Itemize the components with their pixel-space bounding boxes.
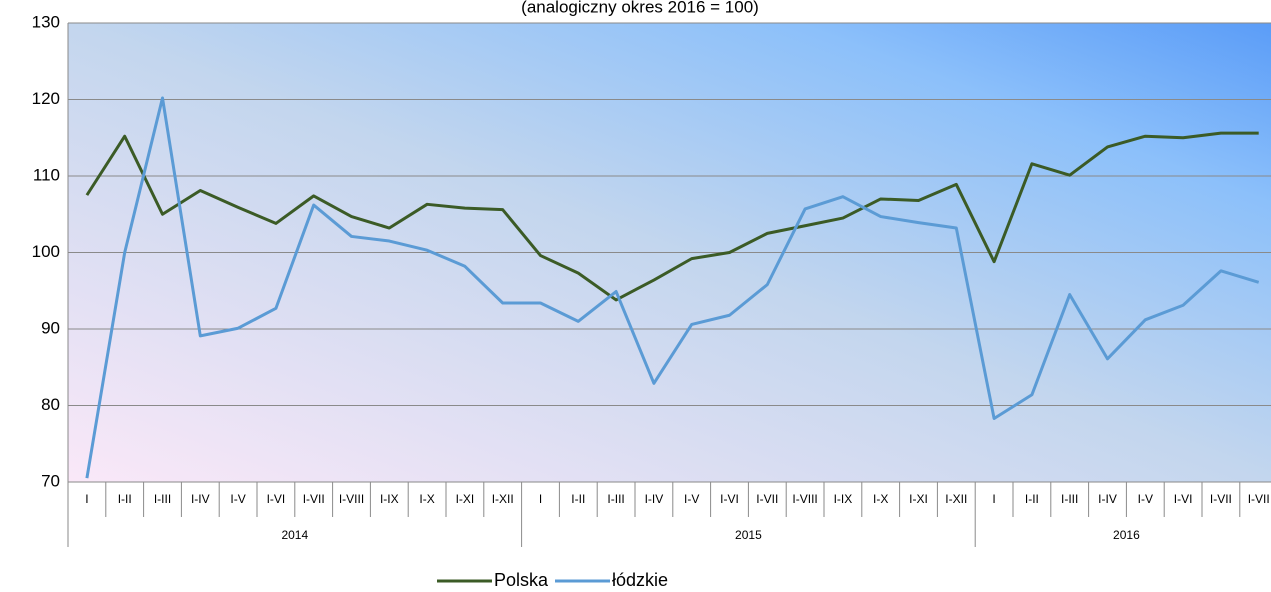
x-group-label: 2016: [1113, 528, 1140, 542]
x-tick-label: I-XII: [945, 492, 967, 506]
x-tick-label: I: [539, 492, 542, 506]
series-line: [85, 96, 1260, 479]
x-tick-label: I-VII: [756, 492, 778, 506]
x-tick-label: I-X: [419, 492, 434, 506]
chart-title: (analogiczny okres 2016 = 100): [521, 0, 759, 16]
y-tick-label: 110: [33, 165, 60, 184]
series-line: [85, 131, 1259, 302]
x-tick-label: I: [992, 492, 995, 506]
x-tick-label: I-XII: [492, 492, 514, 506]
x-tick-label: I-VII: [1248, 492, 1270, 506]
x-tick-label: I-V: [230, 492, 245, 506]
x-tick-label: I-VI: [720, 492, 739, 506]
x-tick-label: I-III: [154, 492, 171, 506]
x-tick-label: I-III: [1061, 492, 1078, 506]
legend-label: Polska: [494, 570, 549, 590]
x-tick-label: I-VIII: [339, 492, 364, 506]
x-tick-label: I-XI: [909, 492, 928, 506]
legend-label: łódzkie: [612, 570, 668, 590]
x-tick-label: I-IV: [191, 492, 210, 506]
x-tick-label: I-X: [873, 492, 888, 506]
x-tick-label: I-VIII: [792, 492, 817, 506]
y-tick-label: 130: [32, 12, 60, 31]
x-group-label: 2015: [735, 528, 762, 542]
y-tick-label: 120: [32, 89, 60, 108]
x-tick-label: I-II: [1025, 492, 1039, 506]
x-tick-label: I-VI: [267, 492, 286, 506]
x-tick-label: I-VII: [303, 492, 325, 506]
x-tick-label: I-XI: [456, 492, 475, 506]
x-tick-label: I-VII: [1210, 492, 1232, 506]
x-tick-label: I-IX: [834, 492, 853, 506]
x-tick-label: I: [85, 492, 88, 506]
x-tick-label: I-II: [571, 492, 585, 506]
y-tick-label: 70: [41, 471, 60, 490]
y-tick-label: 100: [32, 242, 60, 261]
x-tick-label: I-III: [607, 492, 624, 506]
x-group-label: 2014: [281, 528, 308, 542]
x-tick-label: I-V: [684, 492, 699, 506]
x-tick-label: I-IV: [1098, 492, 1117, 506]
x-tick-label: I-II: [118, 492, 132, 506]
x-tick-label: I-V: [1138, 492, 1153, 506]
x-tick-label: I-IX: [380, 492, 399, 506]
x-tick-label: I-IV: [645, 492, 664, 506]
x-tick-label: I-VI: [1174, 492, 1193, 506]
y-tick-label: 90: [41, 318, 60, 337]
y-tick-label: 80: [41, 395, 60, 414]
